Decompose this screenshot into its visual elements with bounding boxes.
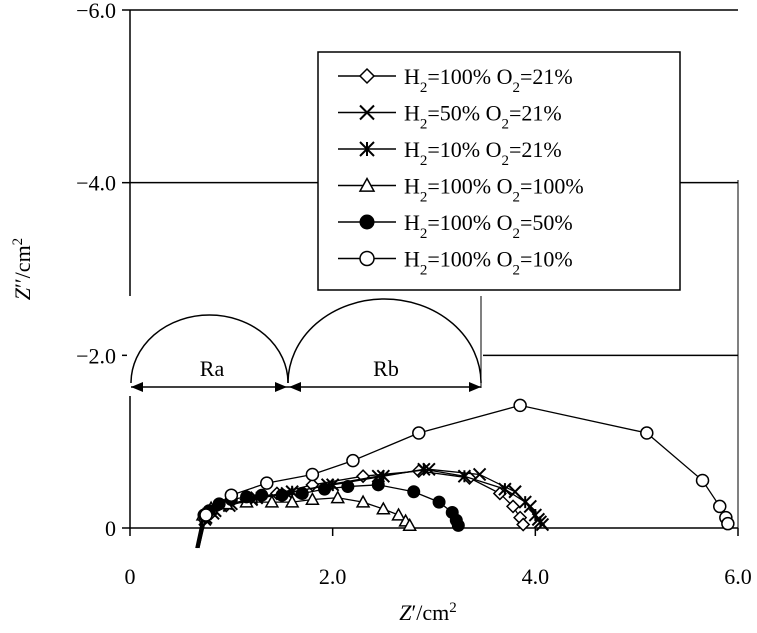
data-point	[640, 426, 654, 440]
data-point	[721, 516, 735, 531]
x-tick-label: 4.0	[522, 564, 550, 589]
x-tick-label: 0	[125, 564, 136, 589]
data-point	[318, 482, 332, 496]
legend-label: H2=100% O2=21%	[404, 64, 573, 96]
x-tick-label: 2.0	[319, 564, 347, 589]
data-point	[284, 494, 300, 508]
legend-label: H2=100% O2=100%	[404, 174, 584, 206]
arc-rb	[287, 298, 482, 384]
series-line	[198, 468, 541, 549]
data-point	[260, 476, 274, 490]
label-rb: Rb	[373, 356, 399, 381]
data-point	[695, 473, 710, 488]
data-point	[533, 515, 548, 529]
data-point	[264, 494, 280, 508]
x-tick-label: 6.0	[724, 564, 752, 589]
data-point	[516, 517, 531, 532]
y-tick-label: −6.0	[76, 0, 116, 23]
data-point	[417, 462, 431, 477]
legend-label: H2=50% O2=21%	[404, 101, 562, 133]
data-point	[518, 495, 532, 509]
data-point	[432, 495, 446, 509]
data-point	[224, 488, 239, 502]
data-point	[451, 518, 465, 532]
legend-label: H2=100% O2=10%	[404, 247, 573, 279]
legend-entry: H2=100% O2=50%	[338, 210, 573, 242]
arc-ra	[130, 314, 289, 384]
y-axis-title: Z′′/cm2	[10, 238, 35, 300]
data-point	[275, 488, 289, 502]
legend-marker	[359, 104, 375, 121]
y-tick-label: −2.0	[76, 343, 116, 368]
arrow-head	[469, 382, 481, 392]
legend-marker	[359, 141, 375, 157]
legend-label: H2=100% O2=50%	[404, 210, 573, 242]
legend: H2=100% O2=21% H2=50% O2=21% H2=10% O2=21%…	[317, 51, 681, 291]
data-point	[498, 482, 512, 496]
inset-diagram: Ra Rb	[127, 296, 483, 396]
series-5	[198, 398, 735, 549]
data-point	[240, 490, 254, 504]
data-point	[305, 467, 320, 482]
legend-marker	[358, 176, 376, 192]
axes	[122, 9, 739, 536]
data-point	[391, 507, 406, 521]
legend-entry: H2=10% O2=21%	[338, 137, 562, 169]
y-tick-label: 0	[105, 516, 116, 541]
data-point	[505, 499, 521, 514]
data-point	[412, 426, 426, 440]
data-point	[305, 491, 320, 506]
legend-entry: H2=100% O2=100%	[338, 174, 584, 206]
inset-background	[127, 296, 483, 396]
arrow-head	[275, 382, 287, 392]
data-point	[472, 467, 487, 482]
legend-entry: H2=100% O2=10%	[338, 247, 573, 279]
legend-box	[317, 51, 681, 291]
data-point	[376, 501, 391, 515]
data-point	[508, 485, 522, 499]
data-point	[513, 398, 527, 413]
legend-marker	[359, 214, 375, 230]
data-point	[528, 508, 543, 522]
tick-labels: 0 −2.0 −4.0 −6.0 0 2.0 4.0 6.0	[76, 0, 752, 589]
x-axis-title: Z′/cm2	[399, 600, 457, 625]
y-tick-label: −4.0	[76, 171, 116, 196]
data-point	[346, 453, 360, 468]
data-point	[371, 478, 385, 492]
arrow-head	[131, 382, 143, 392]
data-point	[713, 499, 727, 514]
series-line	[197, 468, 543, 549]
data-point	[402, 517, 417, 531]
axis-titles: Z′/cm2 Z′′/cm2	[10, 238, 457, 625]
legend-marker	[358, 67, 376, 85]
data-point	[422, 462, 436, 477]
data-point	[355, 494, 371, 508]
data-point	[457, 469, 472, 483]
series-line	[196, 470, 524, 549]
data-point	[341, 480, 355, 494]
series-4	[196, 478, 465, 549]
data-point	[199, 508, 213, 522]
data-point	[255, 488, 269, 502]
legend-entry: H2=50% O2=21%	[338, 101, 562, 133]
legend-marker	[359, 250, 375, 267]
label-ra: Ra	[200, 356, 225, 381]
data-point	[295, 486, 309, 500]
data-point	[407, 485, 421, 499]
arrow-head	[289, 382, 301, 392]
series-layer	[195, 398, 735, 549]
legend-label: H2=10% O2=21%	[404, 137, 562, 169]
data-point	[330, 490, 346, 504]
legend-entry: H2=100% O2=21%	[338, 64, 573, 96]
